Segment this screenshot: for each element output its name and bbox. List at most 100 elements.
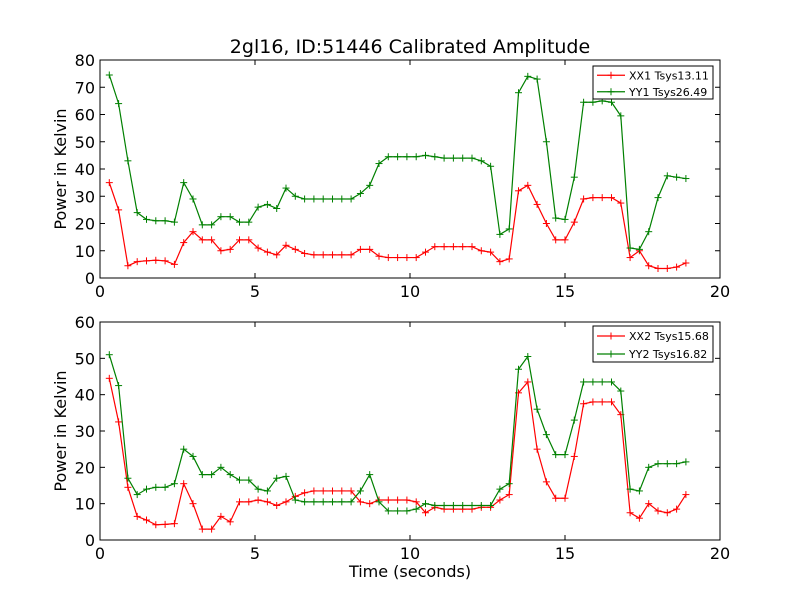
data-point [570,416,578,424]
legend: XX2 Tsys15.68 YY2 Tsys16.82 [592,325,714,363]
data-point [105,179,113,187]
data-point [468,501,476,509]
data-point [487,501,495,509]
data-point [552,451,560,459]
data-point [580,400,588,408]
data-point [589,398,597,406]
x-axis-title: Time (seconds) [348,562,471,581]
data-point [552,236,560,244]
data-point [273,205,281,213]
data-point [635,245,643,253]
data-point [198,236,206,244]
data-point [431,501,439,509]
data-point [626,254,634,262]
data-point [217,463,225,471]
data-point [236,476,243,484]
legend: XX1 Tsys13.11 YY1 Tsys26.49 [592,65,714,100]
y-tick-label: 30 [75,187,95,206]
data-point [477,157,485,165]
data-point [384,153,392,161]
data-point [170,260,178,268]
legend-label-yy1: YY1 Tsys26.49 [628,86,707,99]
data-point [301,498,309,506]
data-point [515,365,522,373]
data-point [245,498,253,506]
data-point [217,247,225,255]
data-point [375,498,383,506]
data-point [356,245,364,253]
data-point [124,157,132,165]
data-point [645,228,653,236]
data-point [366,245,374,253]
x-tick-label: 5 [250,282,260,301]
data-point [459,501,467,509]
data-point [617,112,625,120]
data-point [459,154,467,162]
data-point [394,254,402,262]
data-point [245,236,253,244]
data-point [570,452,578,460]
data-point [198,471,206,479]
data-point [496,230,504,238]
data-point [152,521,160,529]
data-point [542,138,550,146]
data-point [329,487,336,495]
data-point [356,190,364,198]
data-point [431,243,439,251]
data-point [208,471,216,479]
data-point [403,153,411,161]
data-point [422,248,429,256]
data-point [263,248,271,256]
data-point [347,498,355,506]
data-point [477,501,485,509]
x-tick-label: 15 [555,544,575,563]
data-point [440,501,448,509]
data-point [180,445,188,453]
data-point [143,215,150,223]
y-tick-label: 30 [75,422,95,441]
data-point [217,512,225,520]
data-point [626,485,634,493]
data-point [449,154,457,162]
data-point [673,505,681,513]
data-point [663,460,671,468]
data-point [217,213,225,221]
data-point [440,243,448,251]
data-point [366,500,374,508]
data-point [533,445,541,453]
plot-area [105,71,690,272]
data-point [115,100,123,108]
data-point [496,496,504,504]
data-point [161,483,169,491]
data-point [561,451,569,459]
data-point [226,471,234,479]
data-point [291,192,299,200]
data-point [180,480,188,488]
data-point [282,498,290,506]
data-point [635,514,643,522]
data-point [589,378,597,386]
data-point [105,71,113,79]
data-point [245,476,253,484]
data-point [505,255,513,263]
data-point [133,209,141,217]
data-point [180,179,188,187]
data-point [273,251,281,259]
legend-entry-yy1: YY1 Tsys26.49 [597,86,707,99]
data-point [561,215,569,223]
data-point [115,382,123,390]
data-point [356,487,364,495]
legend-entry-yy2: YY2 Tsys16.82 [597,348,707,361]
data-point [394,507,402,515]
data-point [310,251,318,259]
data-point [310,195,318,203]
data-point [226,518,234,526]
data-point [515,89,522,97]
legend-label-yy2: YY2 Tsys16.82 [628,348,707,361]
data-point [189,228,197,236]
data-point [422,500,429,508]
data-point [580,378,588,386]
data-point [580,195,588,203]
data-point [254,496,262,504]
